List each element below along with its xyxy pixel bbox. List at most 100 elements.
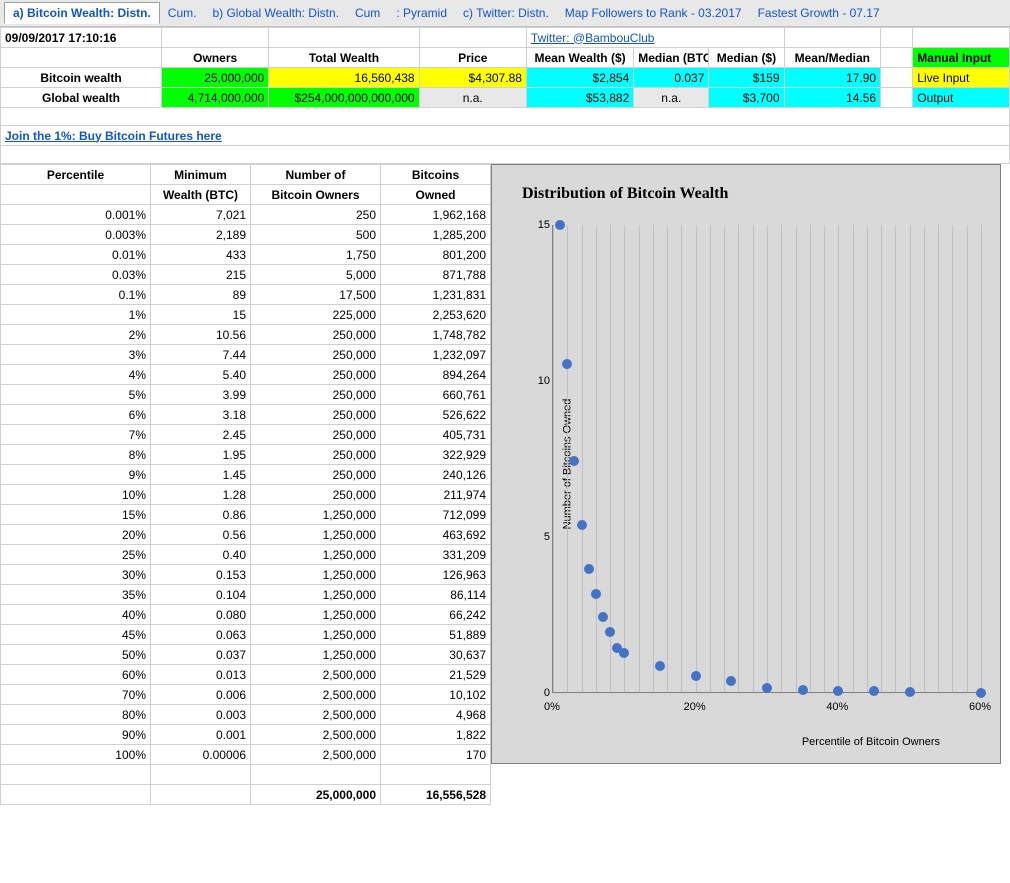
- table-cell: 2,500,000: [251, 705, 381, 725]
- table-cell: 60%: [1, 665, 151, 685]
- table-cell: 4%: [1, 365, 151, 385]
- table-row: 4%5.40250,000894,264: [1, 365, 491, 385]
- table-cell: 0.01%: [1, 245, 151, 265]
- sheet-tab[interactable]: Fastest Growth - 07.17: [750, 3, 888, 23]
- table-cell: 1,250,000: [251, 525, 381, 545]
- table-cell: 712,099: [381, 505, 491, 525]
- sheet-tab[interactable]: Map Followers to Rank - 03.2017: [557, 3, 750, 23]
- cell-price: $4,307.88: [419, 68, 526, 88]
- hdr-btc2: Owned: [381, 185, 491, 205]
- sheet-tab[interactable]: Cum.: [160, 3, 205, 23]
- table-cell: 30%: [1, 565, 151, 585]
- table-cell: 211,974: [381, 485, 491, 505]
- table-cell: 86,114: [381, 585, 491, 605]
- table-cell: 250,000: [251, 485, 381, 505]
- cell-total: 16,560,438: [269, 68, 419, 88]
- sheet-tabs: a) Bitcoin Wealth: Distn.Cum.b) Global W…: [0, 0, 1010, 27]
- legend-output: Output: [913, 88, 1010, 108]
- sheet-tab[interactable]: c) Twitter: Distn.: [455, 3, 557, 23]
- hdr-total-wealth: Total Wealth: [269, 48, 419, 68]
- table-cell: 126,963: [381, 565, 491, 585]
- table-cell: 250,000: [251, 405, 381, 425]
- table-cell: 2,500,000: [251, 745, 381, 765]
- table-cell: 6%: [1, 405, 151, 425]
- sheet-tab[interactable]: Cum: [347, 3, 388, 23]
- table-cell: 331,209: [381, 545, 491, 565]
- total-owners: 25,000,000: [251, 785, 381, 805]
- table-cell: 5,000: [251, 265, 381, 285]
- table-row: 2%10.56250,0001,748,782: [1, 325, 491, 345]
- chart-point: [905, 687, 915, 697]
- table-row: 50%0.0371,250,00030,637: [1, 645, 491, 665]
- table-cell: 0.003: [151, 705, 251, 725]
- table-cell: 100%: [1, 745, 151, 765]
- chart-title: Distribution of Bitcoin Wealth: [522, 185, 728, 203]
- table-cell: 21,529: [381, 665, 491, 685]
- chart-xtick: 40%: [826, 701, 848, 713]
- table-cell: 5%: [1, 385, 151, 405]
- chart-point: [869, 686, 879, 696]
- table-cell: 1,250,000: [251, 605, 381, 625]
- table-cell: 0.00006: [151, 745, 251, 765]
- cell-median-btc: n.a.: [634, 88, 709, 108]
- table-cell: 0.037: [151, 645, 251, 665]
- hdr-price: Price: [419, 48, 526, 68]
- table-cell: 7.44: [151, 345, 251, 365]
- hdr-owners: Owners: [162, 48, 269, 68]
- table-cell: 0.56: [151, 525, 251, 545]
- table-cell: 3%: [1, 345, 151, 365]
- table-cell: 871,788: [381, 265, 491, 285]
- table-cell: 225,000: [251, 305, 381, 325]
- table-row: 45%0.0631,250,00051,889: [1, 625, 491, 645]
- cell-owners: 4,714,000,000: [162, 88, 269, 108]
- chart-ytick: 0: [532, 687, 550, 699]
- table-cell: 1%: [1, 305, 151, 325]
- futures-link[interactable]: Join the 1%: Buy Bitcoin Futures here: [5, 129, 222, 143]
- hdr-median-usd: Median ($): [709, 48, 784, 68]
- sheet-tab[interactable]: b) Global Wealth: Distn.: [204, 3, 347, 23]
- chart-point: [591, 589, 601, 599]
- row-label: Global wealth: [1, 88, 162, 108]
- table-row: 5%3.99250,000660,761: [1, 385, 491, 405]
- table-row: 15%0.861,250,000712,099: [1, 505, 491, 525]
- table-cell: 894,264: [381, 365, 491, 385]
- table-cell: 250,000: [251, 345, 381, 365]
- summary-row-bitcoin: Bitcoin wealth 25,000,000 16,560,438 $4,…: [1, 68, 1010, 88]
- table-cell: 20%: [1, 525, 151, 545]
- table-cell: 7%: [1, 425, 151, 445]
- cell-mean: $2,854: [526, 68, 633, 88]
- distribution-chart: Distribution of Bitcoin Wealth Number of…: [491, 164, 1001, 764]
- table-row: 30%0.1531,250,000126,963: [1, 565, 491, 585]
- table-cell: 463,692: [381, 525, 491, 545]
- table-row: 6%3.18250,000526,622: [1, 405, 491, 425]
- table-cell: 2,253,620: [381, 305, 491, 325]
- sheet-tab[interactable]: a) Bitcoin Wealth: Distn.: [4, 2, 160, 24]
- hdr-min1: Minimum: [151, 165, 251, 185]
- table-cell: 170: [381, 745, 491, 765]
- table-row: 90%0.0012,500,0001,822: [1, 725, 491, 745]
- table-cell: 1.28: [151, 485, 251, 505]
- chart-point: [798, 685, 808, 695]
- table-cell: 1,232,097: [381, 345, 491, 365]
- table-cell: 1,748,782: [381, 325, 491, 345]
- table-cell: 0.001%: [1, 205, 151, 225]
- table-row: 20%0.561,250,000463,692: [1, 525, 491, 545]
- chart-point: [577, 520, 587, 530]
- twitter-link[interactable]: Twitter: @BambouClub: [531, 31, 655, 45]
- table-cell: 1,250,000: [251, 625, 381, 645]
- chart-xtick: 0%: [544, 701, 560, 713]
- sheet-tab[interactable]: : Pyramid: [388, 3, 455, 23]
- hdr-min2: Wealth (BTC): [151, 185, 251, 205]
- table-cell: 2,189: [151, 225, 251, 245]
- table-cell: 215: [151, 265, 251, 285]
- table-cell: 500: [251, 225, 381, 245]
- legend-live: Live Input: [913, 68, 1010, 88]
- chart-point: [619, 648, 629, 658]
- total-btc: 16,556,528: [381, 785, 491, 805]
- chart-xlabel: Percentile of Bitcoin Owners: [802, 736, 940, 748]
- table-row: 10%1.28250,000211,974: [1, 485, 491, 505]
- table-cell: 405,731: [381, 425, 491, 445]
- chart-point: [691, 671, 701, 681]
- table-cell: 40%: [1, 605, 151, 625]
- table-row: 60%0.0132,500,00021,529: [1, 665, 491, 685]
